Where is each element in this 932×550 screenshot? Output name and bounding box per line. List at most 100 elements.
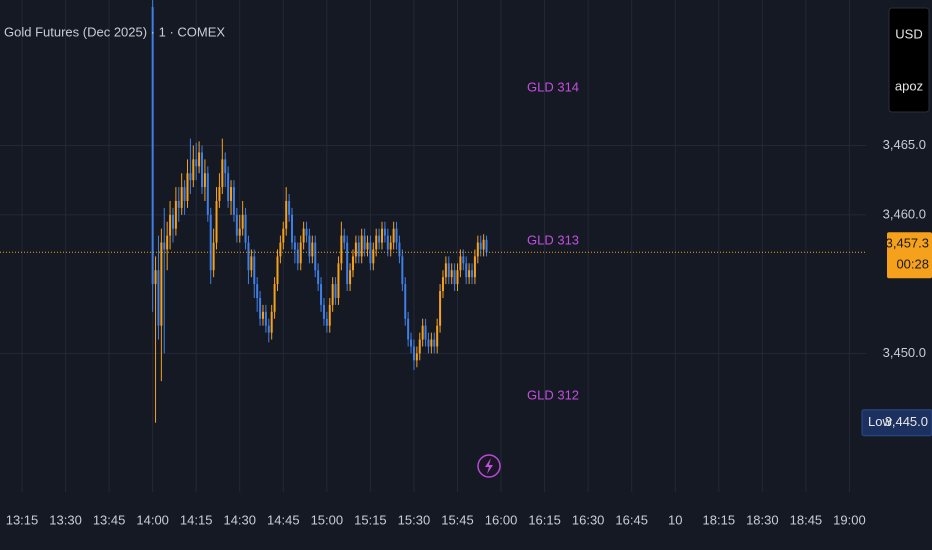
candle-body — [192, 159, 195, 181]
x-tick-label: 14:00 — [136, 512, 169, 527]
plot — [0, 0, 866, 423]
candle-body — [462, 256, 465, 264]
candle-body — [267, 325, 270, 333]
x-tick-label: 19:00 — [833, 512, 866, 527]
currency[interactable]: USD — [895, 26, 922, 41]
candle-body — [151, 6, 154, 285]
candle-body — [206, 173, 209, 215]
candle-body — [444, 263, 447, 278]
candle-body — [482, 239, 485, 250]
candle-body — [404, 284, 407, 319]
x-tick-label: 16:00 — [485, 512, 518, 527]
candle-body — [235, 214, 238, 236]
candle-body — [479, 242, 482, 250]
annotation: GLD 313 — [527, 232, 579, 247]
user[interactable]: apoz — [895, 78, 923, 93]
candle-body — [386, 235, 389, 250]
candle-body — [259, 297, 262, 319]
candle-body — [154, 270, 157, 285]
candle-body — [311, 242, 314, 257]
candle-body — [418, 339, 421, 354]
candle-body — [473, 256, 476, 278]
candle-body — [189, 173, 192, 181]
x-tick-label: 13:15 — [6, 512, 39, 527]
candle-body — [232, 187, 235, 215]
x-tick-label: 13:45 — [93, 512, 126, 527]
candle-body — [201, 152, 204, 188]
candle-body — [366, 242, 369, 250]
candle-body — [302, 228, 305, 243]
candle-body — [378, 235, 381, 243]
candle-body — [369, 242, 372, 264]
candle-body — [381, 228, 384, 243]
candle-body — [195, 159, 198, 167]
y-tick-label: 3,465.0 — [883, 137, 926, 152]
event-icon[interactable] — [477, 454, 501, 478]
candle-body — [398, 242, 401, 257]
candle-body — [250, 256, 253, 271]
candle-body — [439, 291, 442, 326]
candle-body — [264, 311, 267, 326]
candle-body — [485, 239, 488, 253]
candle-body — [203, 173, 206, 188]
candle-body — [372, 249, 375, 264]
candle-body — [471, 270, 474, 278]
candle-body — [163, 242, 166, 250]
candle-body — [186, 173, 189, 201]
candle-body — [357, 242, 360, 257]
session-low-label: 3,445.0 — [885, 414, 928, 429]
candle-body — [383, 228, 386, 236]
candle-body — [392, 228, 395, 243]
candle-body — [476, 242, 479, 257]
chart-title: Gold Futures (Dec 2025) · 1 · COMEX — [4, 24, 225, 39]
event-bolt[interactable] — [485, 458, 493, 474]
candle-body — [299, 242, 302, 264]
x-tick-label: 16:30 — [572, 512, 605, 527]
candle-body — [169, 214, 172, 236]
candle-body — [227, 173, 230, 201]
candle-body — [465, 263, 468, 278]
candle-body — [261, 311, 264, 319]
candle-body — [375, 235, 378, 250]
x-tick-label: 18:30 — [746, 512, 779, 527]
candle-body — [340, 235, 343, 264]
candle-body — [314, 242, 317, 271]
candle-body — [427, 339, 430, 347]
candle-body — [215, 200, 218, 243]
candle-body — [296, 249, 299, 264]
candle-body — [415, 353, 418, 361]
candle-body — [412, 346, 415, 361]
candle-body — [337, 263, 340, 298]
candle-body — [198, 152, 201, 167]
candle-body — [279, 242, 282, 257]
candle-body — [285, 200, 288, 229]
x-tick-label: 10 — [668, 512, 682, 527]
candle-body — [171, 214, 174, 229]
candle-body — [354, 242, 357, 257]
candle-body — [320, 284, 323, 305]
grid — [0, 0, 866, 492]
candle-body — [343, 235, 346, 243]
candle-body — [325, 318, 328, 326]
candle-body — [346, 242, 349, 285]
candle-body — [256, 284, 259, 298]
currency-box-bg[interactable] — [888, 7, 930, 113]
candle-body — [456, 270, 459, 285]
candle-body — [253, 256, 256, 285]
countdown: 00:28 — [896, 257, 929, 272]
session-low-name: Low — [868, 414, 892, 429]
candle-body — [395, 228, 398, 243]
x-tick-label: 16:15 — [528, 512, 561, 527]
candle-body — [436, 325, 439, 347]
candle-body — [421, 325, 424, 340]
candle-body — [293, 242, 296, 250]
candle-body — [441, 277, 444, 292]
x-tick-label: 15:00 — [311, 512, 344, 527]
currency-box[interactable]: USD apoz — [888, 7, 930, 113]
annotation: GLD 312 — [527, 387, 579, 402]
candle-body — [212, 242, 215, 271]
candle-body — [322, 304, 325, 319]
candle-body — [291, 214, 294, 243]
